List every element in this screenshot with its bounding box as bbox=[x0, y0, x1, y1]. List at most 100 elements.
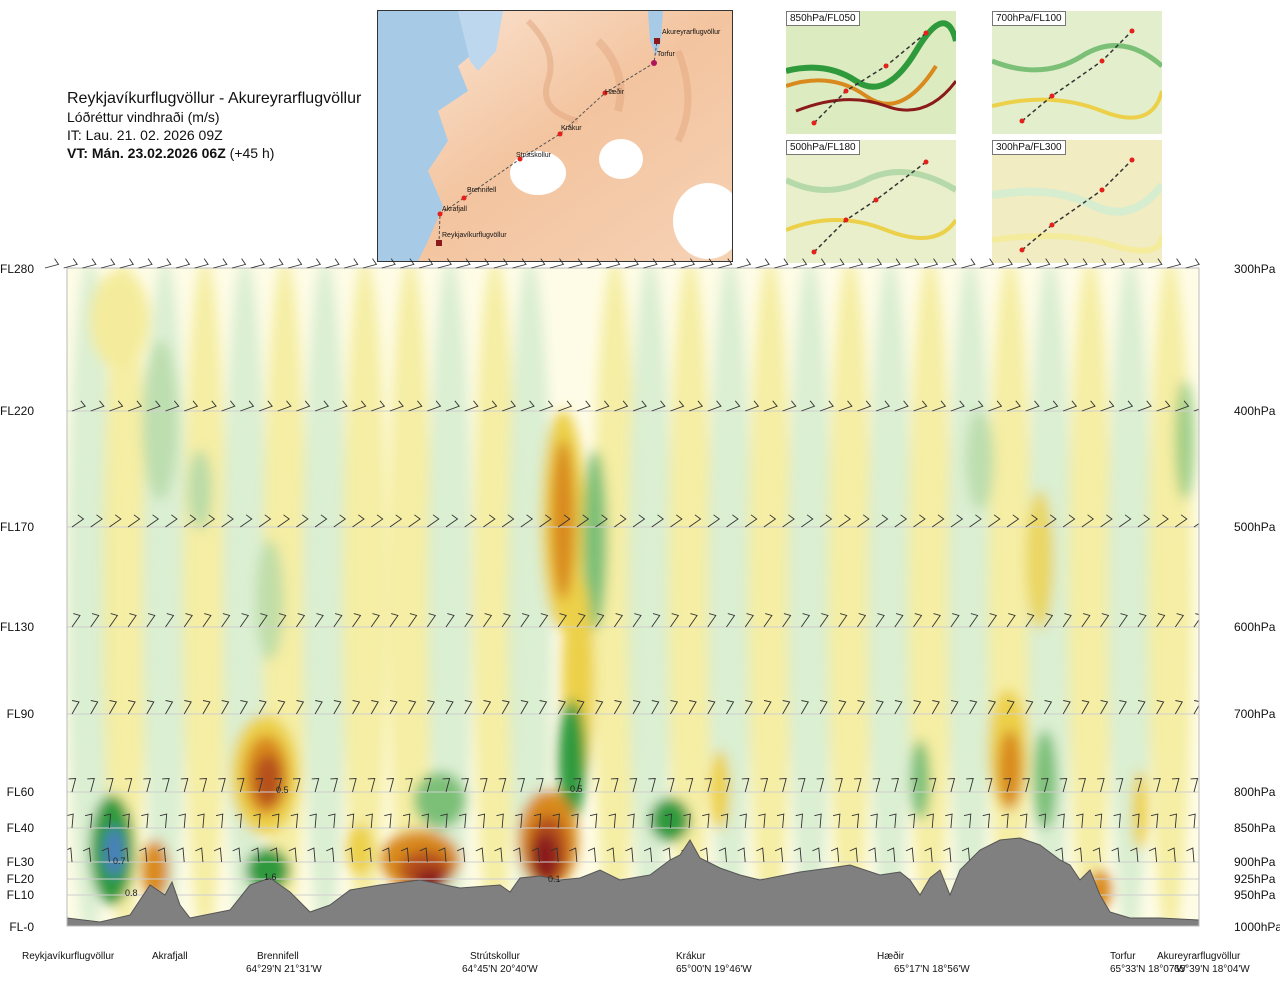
station-name: Reykjavíkurflugvöllur bbox=[22, 951, 115, 962]
vertical-velocity-field bbox=[68, 268, 1195, 926]
wind-barb bbox=[122, 813, 130, 829]
field-band bbox=[473, 268, 517, 926]
wind-barb bbox=[533, 813, 542, 829]
field-contour bbox=[966, 410, 994, 510]
wind-barb bbox=[755, 258, 770, 269]
wind-barb bbox=[661, 258, 677, 269]
wind-barb bbox=[296, 613, 306, 628]
wind-barb bbox=[961, 258, 976, 269]
map-label-torfur: Torfur bbox=[657, 51, 675, 58]
wind-barb bbox=[576, 514, 590, 528]
field-contour bbox=[246, 848, 290, 892]
field-band bbox=[303, 268, 347, 926]
field-band bbox=[908, 268, 952, 926]
wind-barb bbox=[913, 613, 923, 628]
wind-barb bbox=[651, 514, 664, 528]
wind-barb bbox=[838, 613, 848, 628]
wind-barb bbox=[109, 400, 124, 412]
wind-barb bbox=[461, 778, 469, 793]
wind-barb bbox=[333, 613, 343, 628]
wind-barb bbox=[426, 613, 437, 628]
wind-barb bbox=[700, 847, 709, 863]
wind-barb bbox=[819, 700, 828, 715]
field-band bbox=[68, 268, 112, 926]
fl-label: FL280 bbox=[0, 262, 35, 276]
wind-barb bbox=[195, 847, 204, 863]
wind-barb bbox=[296, 700, 305, 715]
wind-barb bbox=[726, 613, 736, 628]
map-label-brennifell: Brennifell bbox=[467, 187, 497, 194]
map-label-krakur: Krákur bbox=[561, 125, 582, 132]
wind-barb bbox=[531, 258, 546, 269]
wind-barb bbox=[67, 847, 73, 863]
wind-barb bbox=[202, 400, 217, 412]
wind-barb bbox=[913, 514, 926, 528]
wind-barb bbox=[90, 613, 100, 628]
wind-barb bbox=[614, 400, 629, 412]
wind-barb bbox=[868, 847, 877, 863]
station-label: Torfur 65°33'N 18°07'W bbox=[1110, 950, 1186, 976]
station-name: Akureyrarflugvöllur bbox=[1157, 951, 1241, 962]
wind-barb bbox=[109, 700, 118, 715]
wind-barb bbox=[905, 847, 914, 863]
wind-barb bbox=[127, 613, 137, 628]
wind-barb bbox=[124, 778, 133, 793]
station-label: Reykjavíkurflugvöllur bbox=[22, 950, 114, 963]
wind-barb bbox=[363, 847, 372, 863]
wind-barb bbox=[539, 514, 552, 528]
wind-barb bbox=[183, 613, 193, 628]
wind-barb bbox=[726, 514, 739, 528]
value-annotation: 0.1 bbox=[548, 874, 561, 884]
wind-barb bbox=[1156, 514, 1169, 528]
lead-time: (+45 h) bbox=[229, 145, 275, 161]
wind-barb bbox=[867, 258, 883, 269]
wind-barb bbox=[400, 847, 410, 863]
wind-barb bbox=[838, 700, 847, 715]
wind-barb bbox=[812, 847, 821, 863]
pressure-label: 1000hPa bbox=[1234, 920, 1280, 934]
wind-barb bbox=[277, 700, 286, 715]
wind-barb bbox=[1073, 258, 1088, 269]
waypoint-marker bbox=[654, 38, 660, 44]
wind-barb bbox=[1190, 778, 1199, 793]
fl-label: FL60 bbox=[6, 785, 34, 799]
station-coord: 65°00'N 19°46'W bbox=[676, 964, 752, 975]
field-contour bbox=[1033, 730, 1057, 830]
field-contour bbox=[1132, 770, 1148, 850]
wind-barb bbox=[1118, 514, 1132, 528]
wind-barb bbox=[1188, 813, 1196, 829]
wind-barb bbox=[90, 400, 105, 412]
station-label: Hæðir 65°17'N 18°56'W bbox=[877, 950, 970, 976]
wind-barb bbox=[947, 778, 956, 793]
wind-barb bbox=[109, 514, 122, 528]
wind-barb bbox=[627, 813, 635, 829]
wind-barb bbox=[382, 847, 391, 863]
wind-barb bbox=[737, 847, 746, 863]
wind-barb bbox=[71, 700, 80, 715]
wind-barb bbox=[1169, 813, 1178, 829]
wind-barb bbox=[726, 400, 741, 412]
wind-barb bbox=[587, 847, 597, 863]
wind-barb bbox=[643, 258, 658, 269]
wind-barb bbox=[426, 700, 436, 715]
wind-barb bbox=[405, 778, 413, 793]
wind-barb bbox=[253, 813, 261, 829]
wind-barb bbox=[221, 400, 236, 412]
wind-barb bbox=[146, 613, 156, 628]
wind-barb bbox=[1081, 613, 1091, 628]
wind-barb bbox=[240, 400, 255, 412]
wind-barb bbox=[1062, 700, 1071, 715]
wind-barb bbox=[1076, 813, 1084, 829]
wind-barb bbox=[71, 514, 85, 528]
wind-barb bbox=[988, 514, 1001, 528]
wind-barb bbox=[119, 258, 135, 269]
wind-barb bbox=[1119, 400, 1134, 412]
field-contour bbox=[1175, 380, 1195, 500]
wind-barb bbox=[1100, 613, 1110, 628]
mini-map-700: 700hPa/FL100 bbox=[992, 11, 1162, 134]
wind-barb bbox=[105, 778, 114, 793]
wind-barb bbox=[427, 514, 440, 528]
wind-barb bbox=[887, 847, 896, 863]
wind-barb bbox=[688, 514, 702, 528]
station-label: Brennifell 64°29'N 21°31'W bbox=[246, 950, 322, 976]
